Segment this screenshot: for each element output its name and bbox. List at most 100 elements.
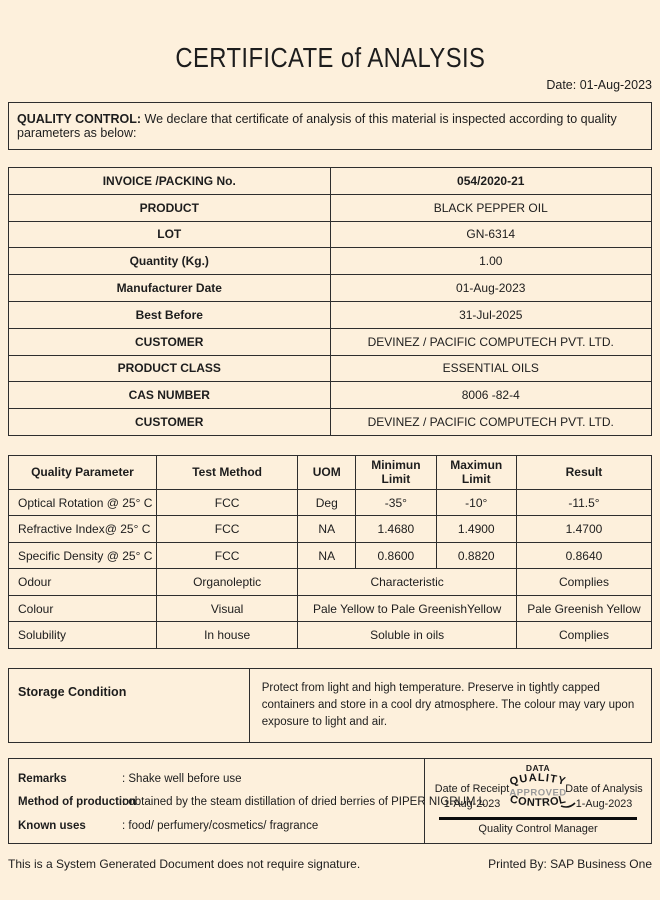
remark-value: : Shake well before use bbox=[122, 772, 242, 785]
qp-spec: Soluble in oils bbox=[297, 621, 517, 649]
date-of-analysis-value: 1-Aug-2023 bbox=[575, 797, 633, 810]
qp-min: 1.4680 bbox=[355, 515, 437, 543]
remark-value: : food/ perfumery/cosmetics/ fragrance bbox=[122, 819, 319, 832]
info-value: 054/2020-21 bbox=[329, 167, 652, 195]
info-value: 8006 -82-4 bbox=[329, 381, 652, 410]
date-of-analysis-block: Date of Analysis 1-Aug-2023 bbox=[561, 782, 647, 812]
table-row: PRODUCT BLACK PEPPER OIL bbox=[8, 193, 652, 222]
info-label: PRODUCT CLASS bbox=[8, 354, 331, 383]
qp-parameter: Optical Rotation @ 25° C bbox=[8, 488, 157, 517]
document-date: Date: 01-Aug-2023 bbox=[546, 78, 652, 92]
date-of-analysis-label: Date of Analysis bbox=[565, 782, 643, 795]
col-header-max-limit: Maximun Limit bbox=[435, 454, 517, 490]
table-row: Specific Density @ 25° C FCC NA 0.8600 0… bbox=[8, 541, 653, 570]
quality-control-label: QUALITY CONTROL: bbox=[17, 112, 142, 126]
qp-min: -35° bbox=[355, 488, 437, 517]
stamp-quality-text: QUALITY bbox=[509, 772, 567, 788]
date-of-receipt-label: Date of Receipt bbox=[434, 782, 510, 795]
qp-uom: NA bbox=[297, 541, 357, 570]
storage-condition-box: Storage Condition Protect from light and… bbox=[8, 667, 652, 743]
remark-row: Known uses: food/ perfumery/cosmetics/ f… bbox=[18, 815, 420, 839]
qp-max: 0.8820 bbox=[435, 541, 517, 570]
table-row: Manufacturer Date 01-Aug-2023 bbox=[8, 274, 652, 302]
quality-control-text: We declare that certificate of analysis … bbox=[17, 112, 617, 140]
table-row: INVOICE /PACKING No. 054/2020-21 bbox=[8, 167, 652, 195]
info-label: CUSTOMER bbox=[8, 327, 331, 356]
qp-spec: Pale Yellow to Pale GreenishYellow bbox=[297, 594, 517, 623]
qp-parameter: Solubility bbox=[8, 621, 157, 649]
table-row: Odour Organoleptic Characteristic Compli… bbox=[8, 568, 653, 596]
table-row: Optical Rotation @ 25° C FCC Deg -35° -1… bbox=[8, 488, 653, 517]
quality-approved-stamp-icon: QUALITY APPROVED CONTROL bbox=[509, 772, 576, 809]
col-header-quality-parameter: Quality Parameter bbox=[8, 454, 157, 490]
info-value: ESSENTIAL OILS bbox=[329, 354, 652, 383]
info-value: DEVINEZ / PACIFIC COMPUTECH PVT. LTD. bbox=[329, 408, 652, 436]
signature-section: DATA QUALITY APPROVED CONTROL Date of Re… bbox=[425, 759, 651, 843]
qp-min: 0.8600 bbox=[355, 541, 437, 570]
footer-left-text: This is a System Generated Document does… bbox=[8, 856, 361, 871]
qp-result: Pale Greenish Yellow bbox=[515, 594, 653, 623]
date-of-receipt-block: Date of Receipt 1-Aug-2023 bbox=[429, 782, 515, 812]
qp-spec: Characteristic bbox=[297, 568, 517, 596]
info-label: CAS NUMBER bbox=[8, 381, 331, 410]
info-label: Best Before bbox=[8, 300, 331, 329]
stamp-control-text: CONTROL bbox=[509, 793, 567, 809]
qp-max: 1.4900 bbox=[435, 515, 517, 543]
remark-label: Method of production bbox=[18, 796, 137, 809]
svg-text:QUALITY: QUALITY bbox=[509, 772, 568, 788]
table-row: CUSTOMER DEVINEZ / PACIFIC COMPUTECH PVT… bbox=[8, 327, 652, 356]
table-row: Colour Visual Pale Yellow to Pale Greeni… bbox=[8, 594, 653, 623]
table-header-row: Quality Parameter Test Method UOM Minimu… bbox=[8, 454, 653, 490]
qp-uom: NA bbox=[297, 515, 357, 543]
info-label: PRODUCT bbox=[8, 193, 331, 222]
info-label: Manufacturer Date bbox=[8, 274, 331, 302]
qp-parameter: Specific Density @ 25° C bbox=[8, 541, 157, 570]
qp-method: FCC bbox=[155, 541, 299, 570]
info-label: LOT bbox=[8, 220, 331, 249]
signatory-title: Quality Control Manager bbox=[478, 822, 598, 835]
qp-result: Complies bbox=[515, 621, 653, 649]
info-value: 01-Aug-2023 bbox=[329, 274, 652, 302]
qp-method: FCC bbox=[155, 515, 299, 543]
qp-parameter: Colour bbox=[8, 594, 157, 623]
remark-value: : obtained by the steam distillation of … bbox=[122, 796, 486, 809]
col-header-result: Result bbox=[515, 454, 653, 490]
qp-parameter: Refractive Index@ 25° C bbox=[8, 515, 157, 543]
info-label: INVOICE /PACKING No. bbox=[8, 167, 331, 195]
table-row: Solubility In house Soluble in oils Comp… bbox=[8, 621, 653, 649]
date-of-receipt-value: 1-Aug-2023 bbox=[443, 797, 501, 810]
stamp-approved-text: APPROVED bbox=[509, 787, 566, 798]
remarks-signature-box: Remarks: Shake well before use Method of… bbox=[8, 757, 652, 844]
table-row: PRODUCT CLASS ESSENTIAL OILS bbox=[8, 354, 652, 383]
info-value: GN-6314 bbox=[329, 220, 652, 249]
qp-result: -11.5° bbox=[515, 488, 653, 517]
table-row: CAS NUMBER 8006 -82-4 bbox=[8, 381, 652, 410]
col-header-uom: UOM bbox=[297, 454, 357, 490]
qp-method: Organoleptic bbox=[155, 568, 299, 596]
header: CERTIFICATE of ANALYSIS bbox=[8, 0, 652, 74]
qp-parameter: Odour bbox=[8, 568, 157, 596]
table-row: Best Before 31-Jul-2025 bbox=[8, 300, 652, 329]
signature-line bbox=[439, 816, 637, 821]
footer: This is a System Generated Document does… bbox=[8, 857, 652, 871]
col-header-min-limit: Minimun Limit bbox=[355, 454, 437, 490]
remarks-section: Remarks: Shake well before use Method of… bbox=[9, 758, 485, 843]
qp-method: Visual bbox=[155, 594, 299, 623]
stamp-swoosh-icon bbox=[560, 802, 576, 808]
remark-row: Method of production: obtained by the st… bbox=[18, 791, 485, 815]
info-value: DEVINEZ / PACIFIC COMPUTECH PVT. LTD. bbox=[329, 327, 652, 356]
storage-condition-text: Protect from light and high temperature.… bbox=[250, 669, 651, 742]
quality-control-declaration: QUALITY CONTROL: We declare that certifi… bbox=[8, 102, 652, 150]
table-row: Quantity (Kg.) 1.00 bbox=[8, 247, 652, 276]
table-row: Refractive Index@ 25° C FCC NA 1.4680 1.… bbox=[8, 515, 653, 543]
qp-result: 1.4700 bbox=[515, 515, 653, 543]
storage-condition-label: Storage Condition bbox=[9, 668, 250, 742]
svg-text:CONTROL: CONTROL bbox=[509, 793, 568, 809]
quality-parameters-table: Quality Parameter Test Method UOM Minimu… bbox=[8, 454, 653, 649]
qp-uom: Deg bbox=[297, 488, 357, 517]
certificate-page: CERTIFICATE of ANALYSIS Date: 01-Aug-202… bbox=[8, 0, 653, 871]
info-label: Quantity (Kg.) bbox=[8, 247, 331, 276]
qp-result: Complies bbox=[515, 568, 653, 596]
qp-method: FCC bbox=[155, 488, 299, 517]
info-label: CUSTOMER bbox=[8, 408, 331, 436]
